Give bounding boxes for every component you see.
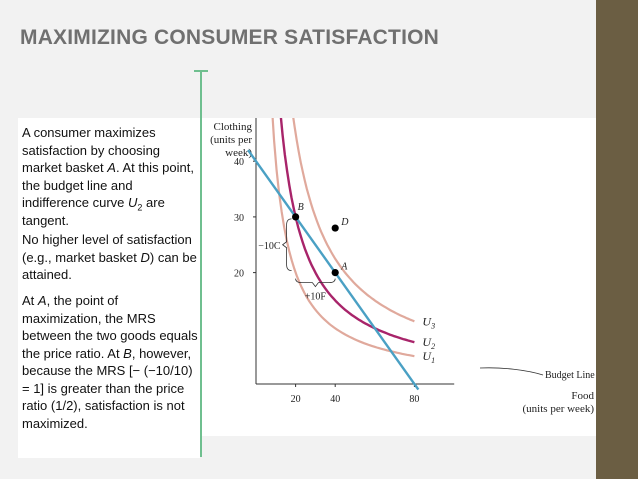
p2-basket-d: D [140,249,150,265]
p1-u: U [128,195,138,210]
y-tick-label: 20 [234,269,244,280]
curve-label-3: U3 [422,314,435,330]
paragraph-1: A consumer maximizes satisfaction by cho… [22,124,198,229]
p3-basket-b: B [123,345,132,361]
x-tick-label: 40 [330,394,340,405]
x-axis-label-line: (units per week) [523,403,595,415]
p2-text-1: No higher level of satisfaction (e.g., m… [22,232,192,265]
p1-basket-a: A [107,160,116,175]
point-label-d: D [340,217,349,228]
y-tick-label: 40 [234,157,244,168]
point-label-b: B [298,202,304,213]
food-change-bracket [295,278,336,288]
p1-text-2: . At this point, the budget line and ind… [22,160,194,210]
indifference-curve-2 [279,112,415,344]
y-axis-label-line: Clothing [213,121,252,133]
x-axis-label-line: Food [571,390,594,402]
p2-text-2: ) can be attained. [22,249,197,283]
y-axis-label-line: week) [225,147,252,159]
p1-u-sub: 2 [137,202,143,213]
y-axis-label-line: (units per [210,134,252,146]
p3-text-1: At [22,293,38,308]
p3-basket-a: A [37,293,47,308]
accent-line-cap [194,70,208,72]
slide-title: MAXIMIZING CONSUMER SATISFACTION [20,26,440,49]
curve-label-1: U1 [422,349,435,365]
text-panel [18,118,200,458]
budget-line-pointer [479,367,544,376]
point-d [331,224,339,232]
p3-text-2: , the point of maximization, the MRS bet… [22,293,198,361]
p3-text-3: , however, because the MRS [− (−10/10) =… [22,345,193,431]
budget-line-label: Budget Line [545,370,595,381]
point-b [292,213,300,221]
chart-panel: Clothing (units per week) Food (units per we… [202,0,596,436]
clothing-change-label: −10C [258,241,281,252]
point-a [331,269,339,277]
clothing-change-bracket [281,218,292,271]
curve-label-2: U2 [422,335,435,351]
y-tick-label: 30 [234,213,244,224]
decorative-sidebar [596,0,638,479]
food-change-label: +10F [305,292,327,303]
indifference-curve-3 [291,112,415,323]
p1-text-3: are tangent. [22,195,165,228]
accent-divider-line [200,72,202,457]
x-tick-label: 80 [409,394,419,405]
p1-text-1: A consumer maximizes satisfaction by cho… [22,125,161,175]
paragraph-3: At A, the point of maximization, the MRS… [22,292,198,432]
x-tick-label: 20 [291,394,301,405]
point-label-a: A [340,262,348,273]
paragraph-2: No higher level of satisfaction (e.g., m… [22,231,198,284]
